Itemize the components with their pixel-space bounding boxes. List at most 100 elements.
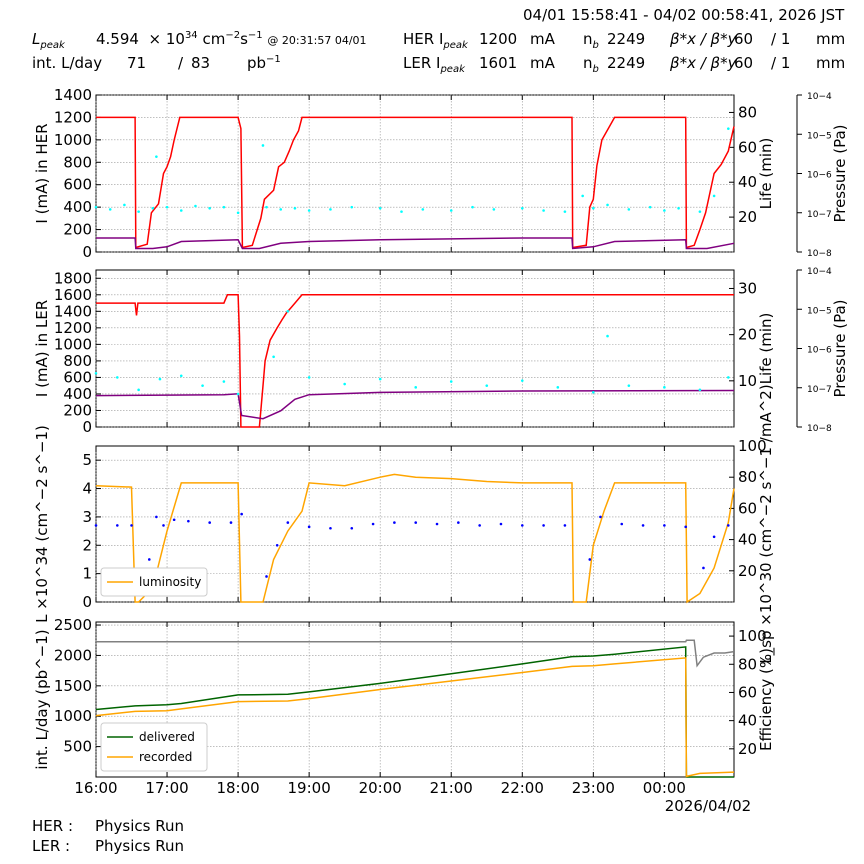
y-tick-label: 1000 <box>54 131 92 149</box>
y-tick-label: 1000 <box>54 335 92 353</box>
data-point-pressure <box>627 384 631 387</box>
right-y-tick-label: 30 <box>738 279 757 297</box>
data-point-specific <box>712 535 716 539</box>
data-point-pressure <box>201 384 204 387</box>
lpeak-unit-s: s <box>240 30 248 48</box>
data-point-pressure <box>236 392 240 396</box>
data-point-specific <box>162 524 165 527</box>
right-y-axis-label: Life (min) <box>757 313 775 385</box>
her-label-text: HER I <box>403 30 444 48</box>
data-point-specific <box>265 575 268 578</box>
y-tick-label: 1200 <box>54 319 92 337</box>
panel-frame-her <box>95 94 735 253</box>
data-point-specific <box>599 515 602 519</box>
lpeak-unit: cm <box>202 30 226 48</box>
intl-slash: / <box>178 54 184 72</box>
data-point-pressure <box>261 144 265 147</box>
x-tick-label: 21:00 <box>430 779 473 797</box>
data-point-specific <box>208 521 211 524</box>
her-beta-x: 60 <box>734 30 754 48</box>
pressure-tick-label: 10−7 <box>807 385 832 395</box>
x-tick-label: 23:00 <box>572 779 615 797</box>
data-point-pressure <box>116 376 119 379</box>
pressure-axis-label: Pressure (Pa) <box>831 299 849 397</box>
her-peak-label: HER Ipeak <box>403 30 468 51</box>
footer-ler-label: LER : <box>32 837 71 855</box>
her-peak-value: 1200 <box>479 30 518 48</box>
legend-label: luminosity <box>139 575 201 589</box>
data-point-pressure <box>307 209 311 212</box>
y-tick-label: 3 <box>82 508 92 526</box>
intl-unit-row: pb−1 <box>247 54 281 72</box>
data-point-pressure <box>449 209 453 212</box>
series-line-current <box>96 116 735 249</box>
data-point-specific <box>727 524 730 527</box>
series-line-luminosity <box>95 473 735 604</box>
her-nb-label: nb <box>583 30 599 51</box>
y-tick-label: 400 <box>63 198 92 216</box>
data-point-specific <box>94 524 98 527</box>
intl-unit-exp: −1 <box>266 54 281 65</box>
y-tick-label: 600 <box>63 368 92 386</box>
x-tick-label: 17:00 <box>145 779 188 797</box>
x-tick-label: 20:00 <box>359 779 402 797</box>
y-axis-label: L ×10^34 (cm^−2 s^−1) <box>33 425 51 623</box>
pressure-tick-label: 10−5 <box>807 306 832 316</box>
right-y-tick-label: 20 <box>738 740 757 758</box>
series-line-current <box>96 294 734 428</box>
pressure-tick-label: 10−6 <box>807 171 832 181</box>
data-point-pressure <box>606 203 609 207</box>
pressure-tick-label: 10−7 <box>807 210 832 220</box>
data-point-specific <box>393 521 396 524</box>
her-label-sub: peak <box>443 40 468 51</box>
pressure-tick-label: 10−5 <box>807 131 832 141</box>
data-point-specific <box>329 526 332 530</box>
data-point-specific <box>155 515 158 519</box>
data-point-pressure <box>293 206 297 210</box>
y-tick-label: 1400 <box>54 86 92 104</box>
legend-box <box>100 567 208 597</box>
ler-beta-y: / 1 <box>771 54 791 72</box>
data-point-specific <box>684 525 687 529</box>
x-tick-label: 22:00 <box>501 779 544 797</box>
data-point-pressure <box>698 210 702 213</box>
data-point-pressure <box>151 206 155 210</box>
data-point-pressure <box>520 379 524 383</box>
data-point-pressure <box>222 205 226 209</box>
y-tick-label: 2 <box>82 536 92 554</box>
data-point-pressure <box>563 210 567 213</box>
intl-value2: 83 <box>191 54 211 72</box>
data-point-pressure <box>414 386 418 389</box>
data-point-pressure <box>520 206 524 210</box>
intl-unit: pb <box>247 54 267 72</box>
data-point-specific <box>229 521 233 524</box>
data-point-pressure <box>179 209 183 212</box>
data-point-specific <box>620 522 624 526</box>
legend-label: recorded <box>139 750 192 764</box>
y-axis-label: int. L/day (pb^−1) <box>33 629 51 769</box>
data-point-pressure <box>663 209 666 212</box>
lpeak-value-row: 4.594 × 1034 cm−2s−1 @ 20:31:57 04/01 <box>96 30 367 48</box>
data-point-pressure <box>307 376 311 379</box>
data-point-specific <box>350 526 354 530</box>
data-point-specific <box>641 524 645 527</box>
data-point-pressure <box>94 371 98 375</box>
ler-peak-label: LER Ipeak <box>403 54 465 75</box>
data-point-pressure <box>400 210 403 213</box>
data-point-pressure <box>265 205 268 209</box>
pressure-tick-label: 10−4 <box>807 267 832 277</box>
right-y-tick-label: 60 <box>738 683 757 701</box>
data-point-pressure <box>592 206 595 210</box>
right-y-tick-label: 40 <box>738 712 757 730</box>
her-nb-text: n <box>583 30 593 48</box>
right-y-tick-label: 20 <box>738 562 757 580</box>
data-point-pressure <box>485 384 489 387</box>
panel-frame-ler <box>95 269 735 428</box>
y-tick-label: 0 <box>82 418 92 436</box>
y-tick-label: 5 <box>82 451 92 469</box>
data-point-pressure <box>727 127 730 130</box>
data-point-pressure <box>727 376 730 379</box>
data-point-pressure <box>556 386 560 389</box>
y-tick-label: 1 <box>82 565 92 583</box>
y-tick-label: 800 <box>63 153 92 171</box>
